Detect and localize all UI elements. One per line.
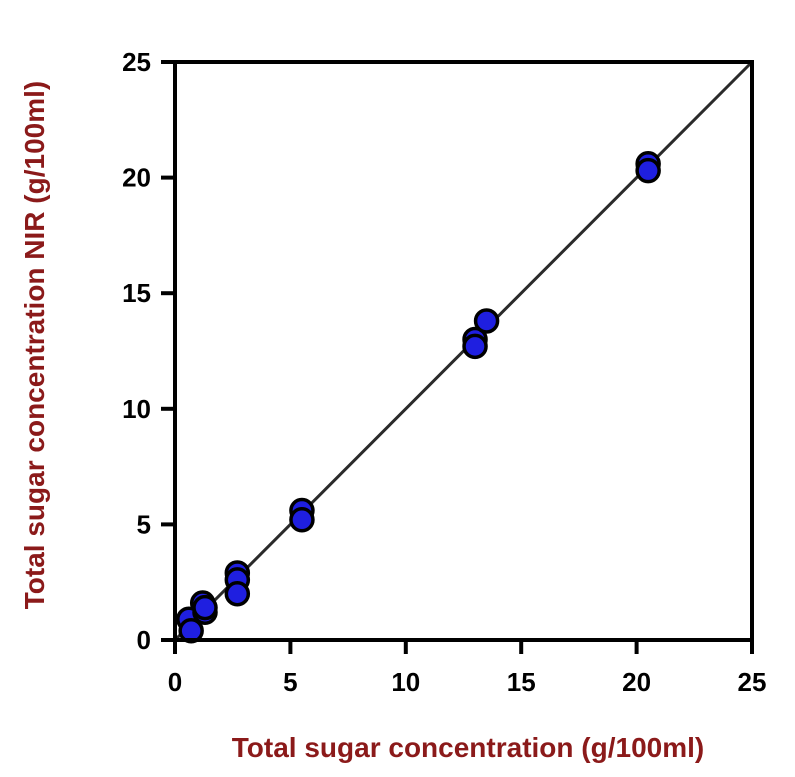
data-point (462, 333, 488, 360)
data-point (224, 581, 251, 607)
data-point (289, 507, 315, 533)
data-point (473, 308, 500, 334)
y-tick-label: 15 (122, 278, 151, 308)
x-axis-title: Total sugar concentration (g/100ml) (232, 732, 704, 763)
plot-frame (173, 60, 754, 642)
x-tick-label: 25 (738, 667, 767, 697)
data-point (192, 594, 218, 621)
x-tick-label: 0 (168, 667, 182, 697)
y-tick-label: 10 (122, 394, 151, 424)
data-point (635, 157, 661, 184)
x-tick-label: 20 (622, 667, 651, 697)
x-tick-label: 10 (391, 667, 420, 697)
y-axis-title: Total sugar concentration NIR (g/100ml) (19, 81, 50, 609)
y-tick-label: 5 (137, 509, 151, 539)
y-tick-label: 25 (122, 47, 151, 77)
y-tick-label: 20 (122, 163, 151, 193)
data-points-layer (176, 150, 661, 644)
x-tick-label: 15 (507, 667, 536, 697)
x-tick-label: 5 (283, 667, 297, 697)
y-axis-ticks: 0 5 10 15 20 25 (122, 47, 175, 655)
x-axis-ticks: 0 5 10 15 20 25 (168, 640, 767, 697)
y-tick-label: 0 (137, 625, 151, 655)
